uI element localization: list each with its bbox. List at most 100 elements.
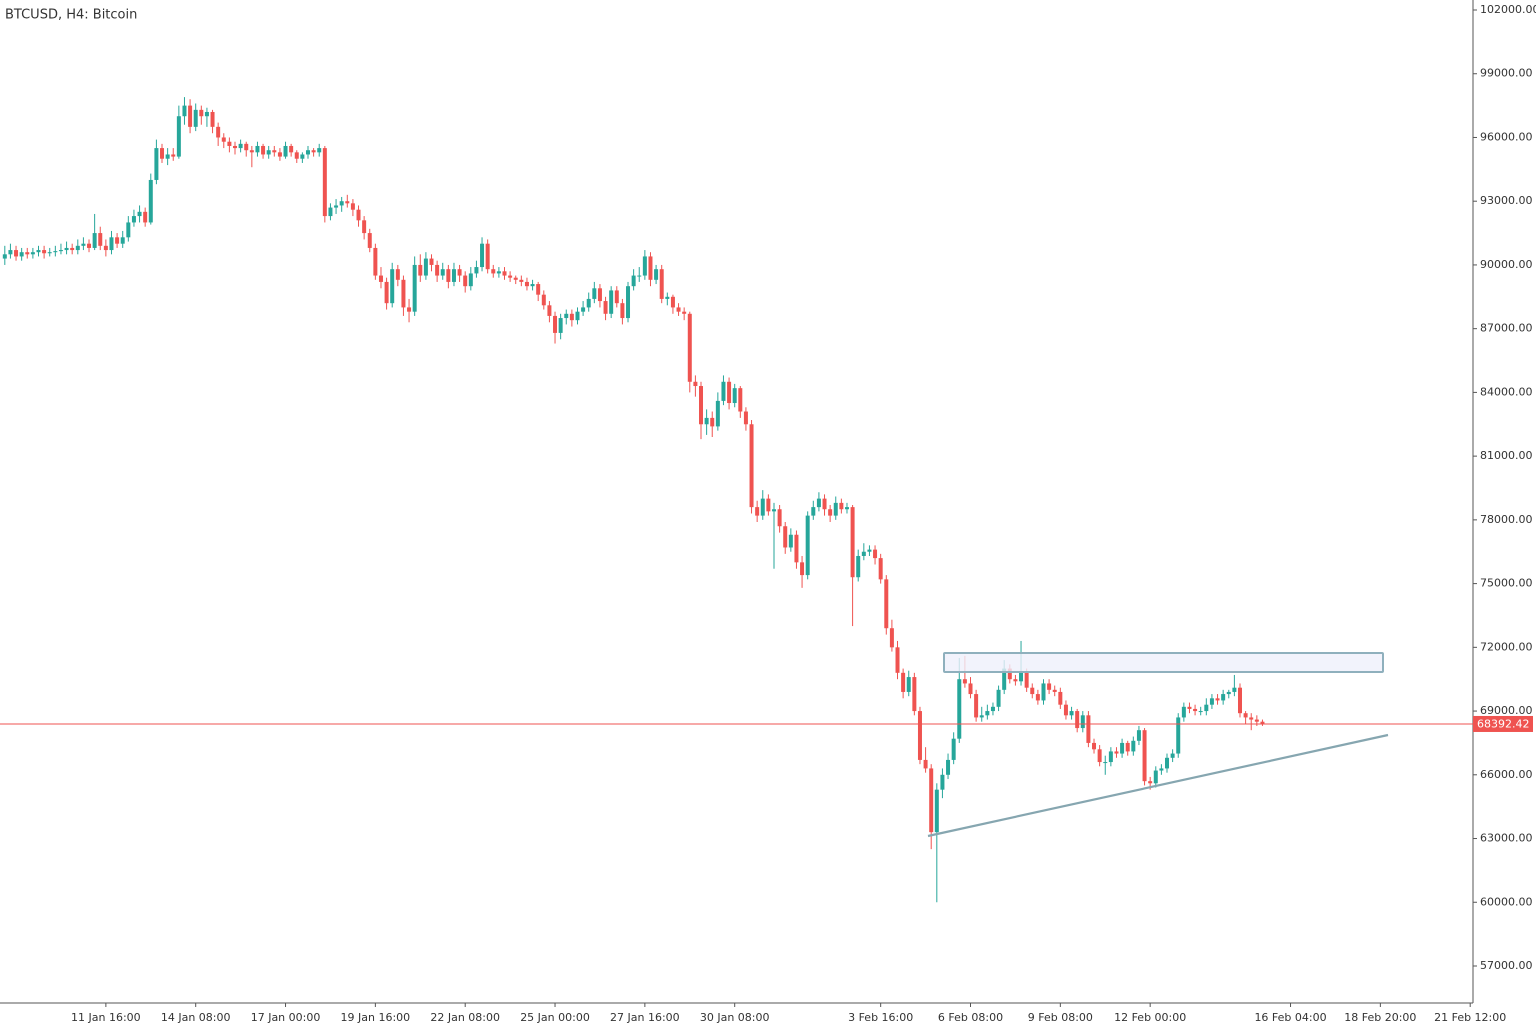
y-tick-label: 72000.00	[1480, 640, 1533, 653]
candle-body	[418, 264, 423, 276]
candle-body	[75, 245, 80, 251]
candle-body	[620, 303, 625, 319]
candle-body	[378, 275, 383, 282]
candle-body	[36, 250, 41, 253]
candle-body	[283, 145, 288, 157]
y-tick-label: 60000.00	[1480, 895, 1533, 908]
candle-body	[828, 509, 833, 516]
candle-body	[30, 252, 35, 255]
candle-body	[614, 290, 619, 304]
candle-body	[401, 279, 406, 308]
candle-body	[440, 269, 445, 276]
candle-body	[249, 150, 254, 153]
candle-body	[390, 269, 395, 304]
candle-body	[457, 269, 462, 276]
y-tick-label: 84000.00	[1480, 385, 1533, 398]
x-tick-label: 22 Jan 08:00	[430, 1011, 500, 1024]
candle-body	[1120, 742, 1125, 754]
last-price-label: 68392.42	[1477, 717, 1530, 730]
candle-body	[524, 281, 529, 287]
candle-body	[934, 789, 939, 833]
candle-body	[665, 296, 670, 299]
candle-body	[1159, 768, 1164, 771]
candle-body	[322, 148, 327, 217]
last-price-box	[1473, 715, 1533, 732]
candle-body	[1114, 751, 1119, 754]
candle-body	[407, 307, 412, 312]
candle-body	[979, 715, 984, 718]
candle-body	[64, 247, 69, 251]
candle-body	[468, 273, 473, 287]
candle-body	[867, 549, 872, 552]
candle-body	[182, 105, 187, 117]
candle-body	[1024, 672, 1029, 688]
candle-body	[165, 154, 170, 159]
candle-body	[704, 417, 709, 425]
candle-body	[423, 258, 428, 276]
candle-body	[1035, 694, 1040, 701]
candle-body	[1069, 711, 1074, 716]
candle-body	[502, 271, 507, 276]
candle-body	[1237, 687, 1242, 714]
candle-body	[1030, 687, 1035, 695]
candle-body	[137, 211, 142, 217]
candle-body	[564, 313, 569, 319]
candle-body	[732, 388, 737, 404]
candle-body	[861, 551, 866, 556]
candle-body	[47, 252, 52, 254]
candle-body	[755, 507, 760, 516]
candle-body	[171, 154, 176, 157]
y-tick-label: 93000.00	[1480, 194, 1533, 207]
candle-body	[109, 237, 114, 251]
candle-body	[710, 417, 715, 427]
candle-body	[536, 284, 541, 295]
candle-body	[272, 150, 277, 153]
y-tick-label: 66000.00	[1480, 768, 1533, 781]
candle-body	[586, 298, 591, 308]
candle-body	[727, 381, 732, 404]
candle-body	[126, 222, 131, 238]
candle-body	[985, 711, 990, 716]
candle-body	[929, 768, 934, 833]
y-tick-label: 102000.00	[1480, 3, 1536, 16]
candle-body	[221, 137, 226, 142]
candle-body	[19, 252, 24, 257]
candle-body	[1215, 698, 1220, 701]
candle-body	[597, 288, 602, 302]
candle-body	[373, 247, 378, 276]
candle-body	[42, 250, 47, 254]
candle-body	[654, 269, 659, 280]
candle-body	[244, 143, 249, 151]
x-tick-label: 30 Jan 08:00	[700, 1011, 770, 1024]
candle-body	[946, 759, 951, 775]
candle-body	[1063, 704, 1068, 716]
candle-body	[435, 264, 440, 276]
candle-body	[1226, 691, 1231, 695]
candle-body	[480, 243, 485, 268]
candle-body	[345, 201, 350, 204]
candle-body	[637, 275, 642, 277]
x-tick-label: 19 Jan 16:00	[341, 1011, 411, 1024]
candle-body	[485, 243, 490, 270]
candle-body	[990, 706, 995, 712]
candle-body	[305, 150, 310, 155]
candle-body	[103, 245, 108, 251]
candle-body	[631, 275, 636, 287]
candle-body	[811, 507, 816, 516]
candle-body	[743, 411, 748, 425]
candle-body	[70, 247, 75, 251]
candle-body	[575, 311, 580, 321]
candle-body	[384, 281, 389, 304]
candle-body	[895, 647, 900, 673]
candle-body	[699, 386, 704, 425]
candle-body	[193, 109, 198, 127]
candle-body	[553, 315, 558, 333]
candle-body	[569, 313, 574, 321]
candle-body	[1165, 757, 1170, 769]
candle-body	[339, 201, 344, 206]
candle-body	[294, 152, 299, 159]
candle-body	[844, 507, 849, 510]
candle-body	[766, 498, 771, 512]
candle-body	[233, 145, 238, 149]
candle-body	[962, 679, 967, 684]
